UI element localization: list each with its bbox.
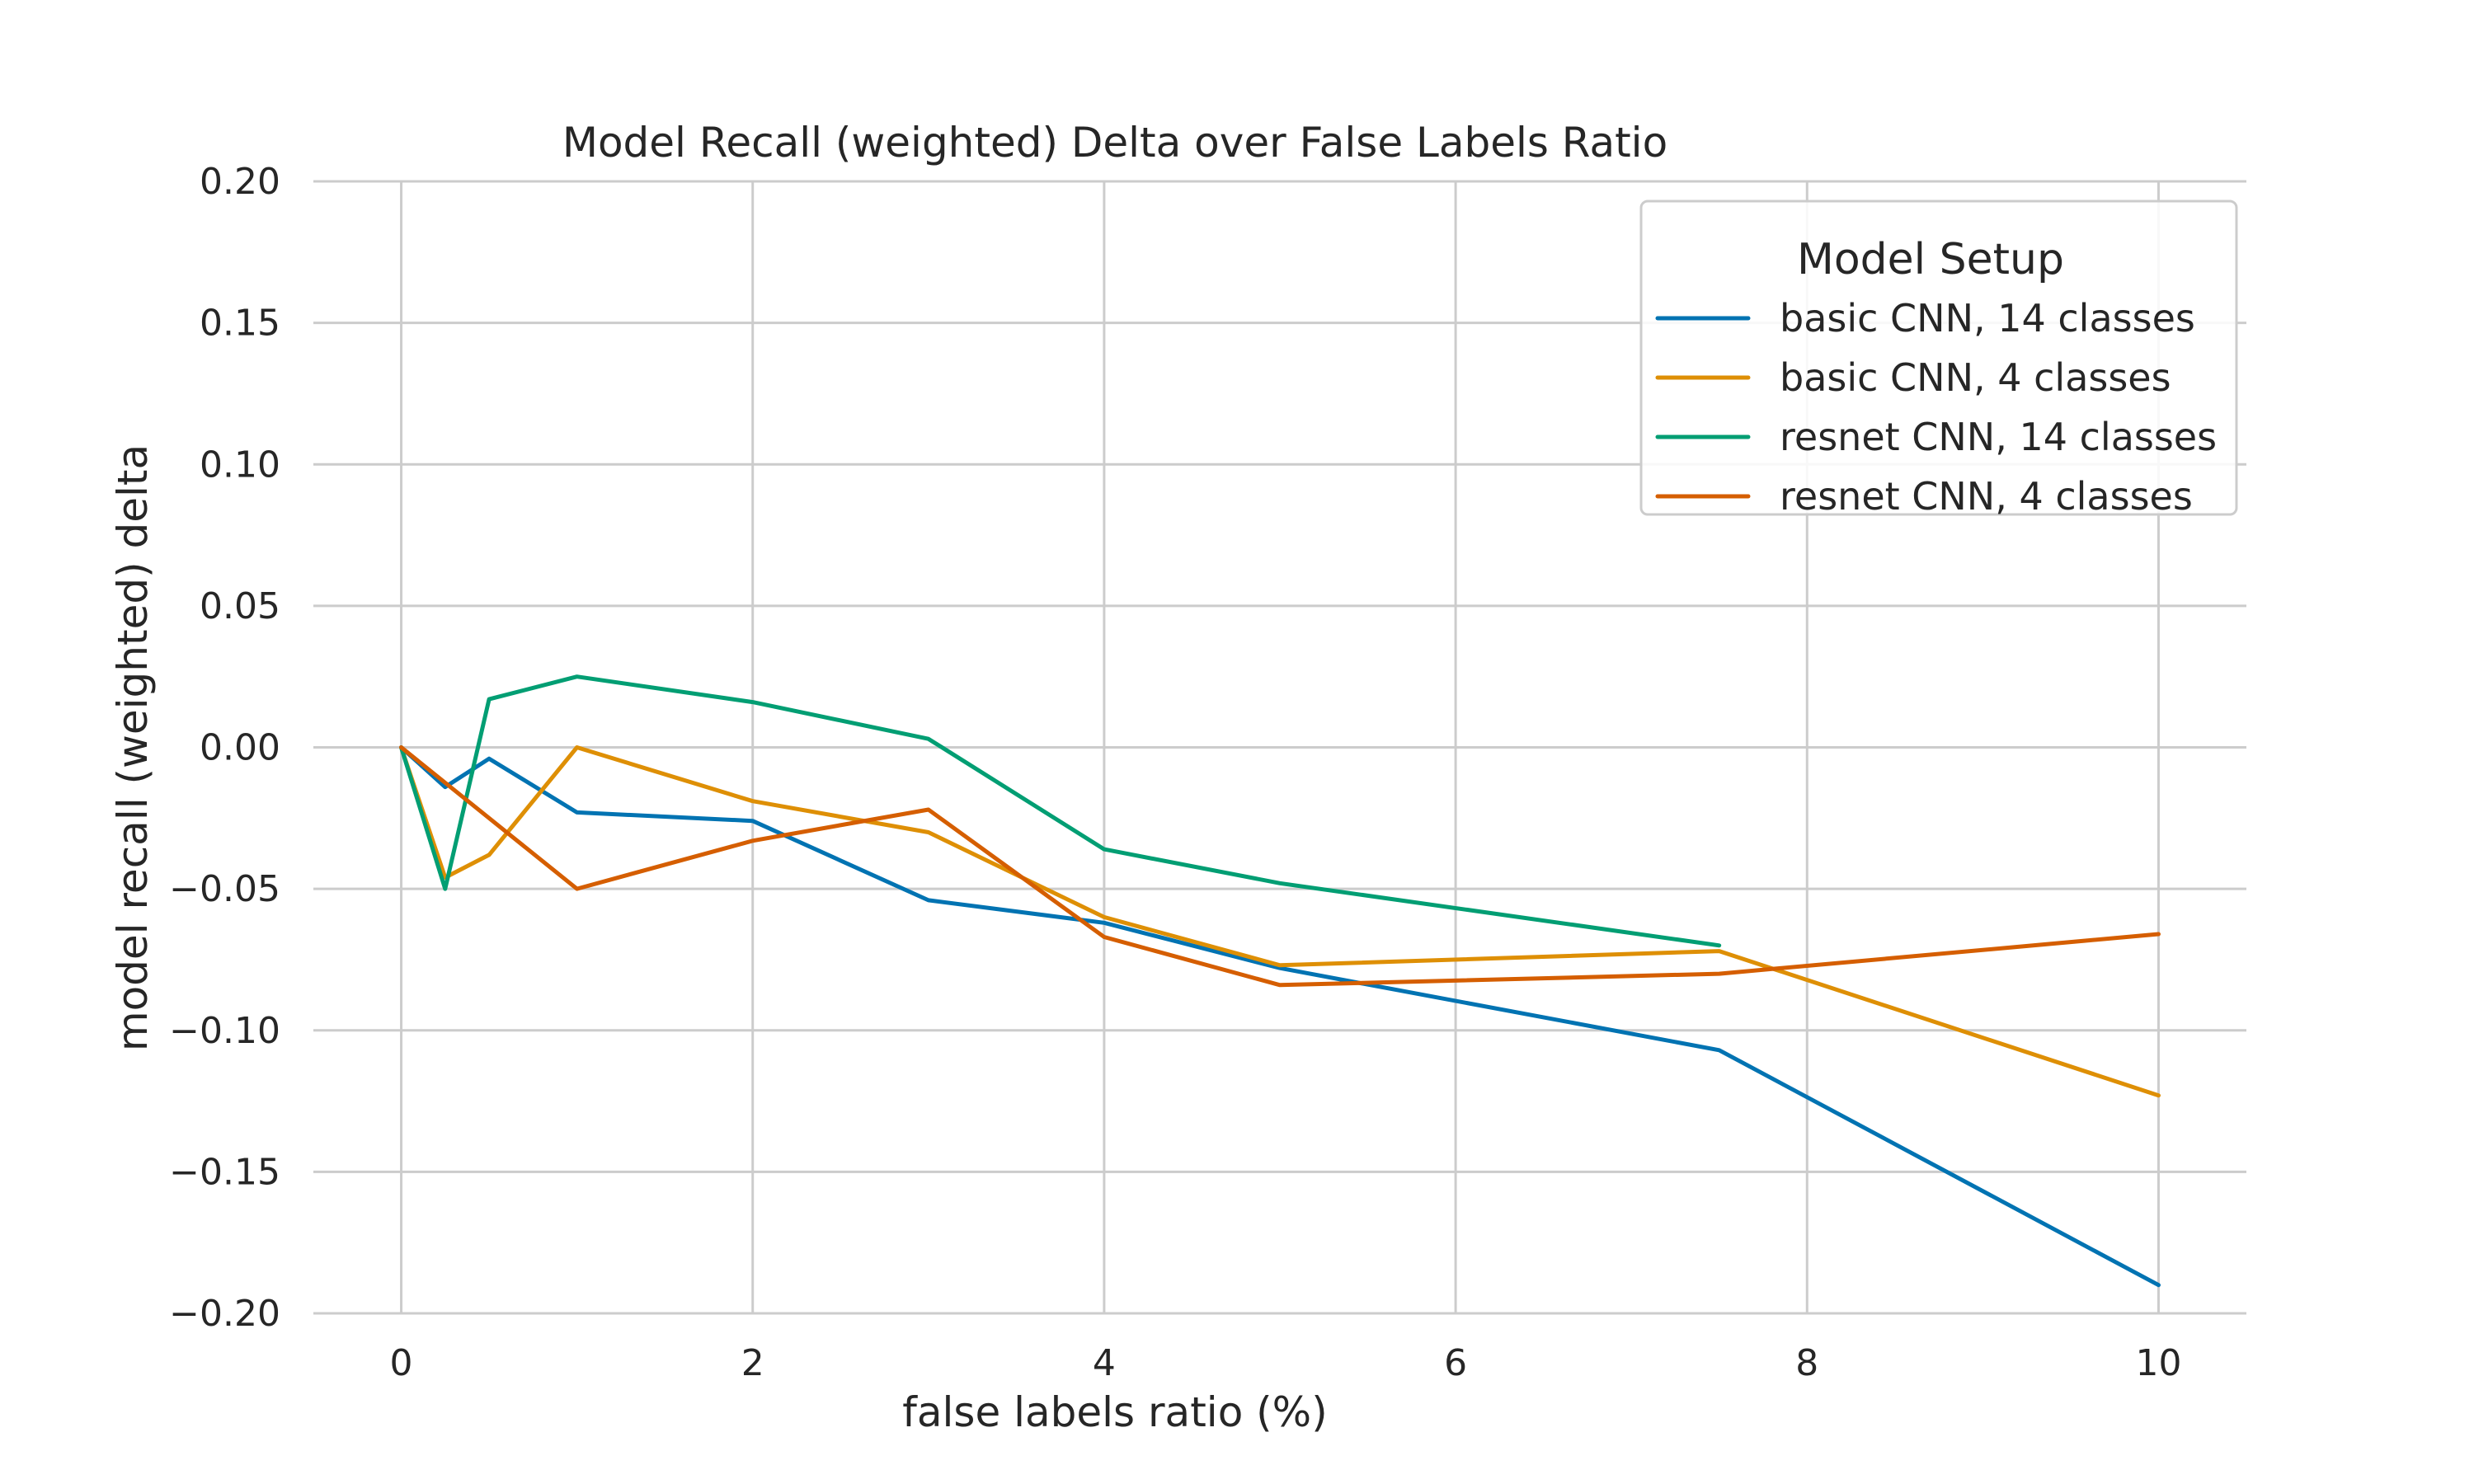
legend-box — [1639, 200, 2238, 516]
y-axis-title: model recall (weighted) delta — [109, 444, 157, 1051]
series-lines — [399, 674, 2161, 1288]
y-tick-label: −0.10 — [169, 1010, 280, 1052]
x-tick-label: 6 — [1444, 1342, 1467, 1384]
y-tick-label: −0.20 — [169, 1293, 280, 1335]
legend-entry: resnet CNN, 4 classes — [1780, 474, 2193, 519]
legend-entry: resnet CNN, 14 classes — [1780, 415, 2217, 459]
series-line — [399, 674, 1722, 948]
legend-entry: basic CNN, 14 classes — [1780, 296, 2195, 340]
x-tick-label: 0 — [390, 1342, 413, 1384]
tick-labels: −0.20 −0.15 −0.10 −0.05 0.00 0.05 0.10 0.15 0.20… — [169, 161, 2181, 1384]
y-tick-label: 0.05 — [200, 585, 280, 627]
chart-title: Model Recall (weighted) Delta over False… — [562, 119, 1667, 167]
legend-entry: basic CNN, 4 classes — [1780, 355, 2171, 400]
y-tick-label: 0.20 — [200, 161, 280, 203]
y-tick-label: 0.00 — [200, 727, 280, 769]
x-axis-title: false labels ratio (%) — [902, 1388, 1327, 1436]
legend: Model Setup basic CNN, 14 classes basic CN… — [1639, 200, 2238, 519]
x-tick-label: 4 — [1093, 1342, 1116, 1384]
y-tick-label: −0.05 — [169, 868, 280, 910]
series-line — [399, 745, 2161, 1098]
x-tick-label: 8 — [1795, 1342, 1818, 1384]
legend-title: Model Setup — [1797, 235, 2064, 284]
y-tick-label: −0.15 — [169, 1151, 280, 1193]
series-line — [399, 745, 2161, 1288]
y-tick-label: 0.10 — [200, 444, 280, 486]
x-tick-label: 10 — [2135, 1342, 2181, 1384]
series-line — [399, 745, 2161, 988]
x-tick-label: 2 — [741, 1342, 764, 1384]
y-tick-label: 0.15 — [200, 303, 280, 345]
